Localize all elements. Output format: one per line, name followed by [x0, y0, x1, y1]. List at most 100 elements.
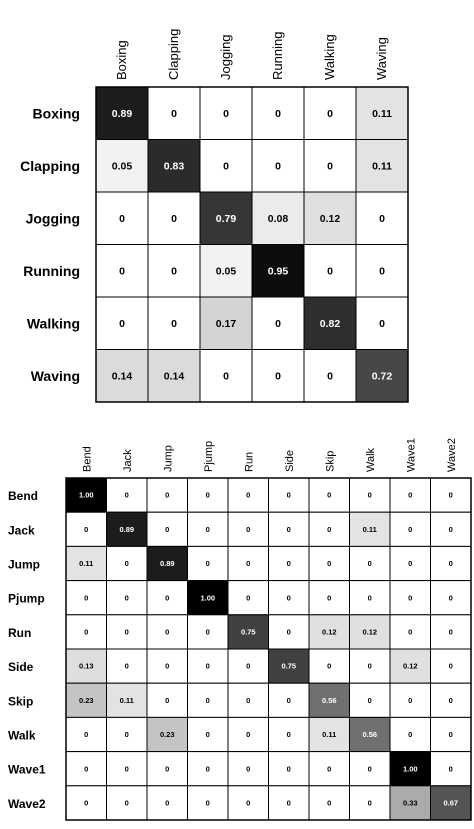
row-label-skip: Skip [8, 694, 33, 708]
row-label-jack: Jack [8, 523, 35, 537]
heatmap-cell [349, 545, 391, 582]
cell-value: 0.13 [79, 662, 94, 671]
cell-value: 0 [206, 559, 210, 568]
cell-value: 0 [287, 696, 291, 705]
cell-value: 0.23 [79, 696, 94, 705]
cell-value: 0 [206, 799, 210, 808]
cell-value: 0 [165, 764, 169, 773]
col-label-jack: Jack [122, 449, 134, 472]
cell-value: 0.17 [216, 318, 237, 330]
cell-value: 0.23 [160, 730, 175, 739]
cell-value: 0 [327, 559, 331, 568]
heatmap-cell [251, 296, 305, 350]
heatmap-cell [349, 751, 391, 787]
cell-value: 0.12 [320, 213, 341, 225]
cell-value: 0.05 [112, 160, 133, 172]
cell-value: 0 [368, 662, 372, 671]
cell-value: 0.33 [403, 799, 418, 808]
cell-value: 0 [125, 764, 129, 773]
col-label-skip: Skip [324, 451, 336, 472]
row-label-pjump: Pjump [8, 592, 45, 606]
cell-value: 0.11 [372, 108, 392, 120]
cell-value: 0 [368, 593, 372, 602]
heatmap-cell [268, 682, 310, 718]
heatmap-cell [95, 296, 149, 350]
cell-value: 0 [125, 730, 129, 739]
heatmap-cell [308, 785, 350, 821]
cell-value: 0 [408, 559, 412, 568]
heatmap-cell [430, 545, 472, 582]
heatmap-cell [147, 191, 201, 245]
cell-value: 0.11 [79, 559, 93, 568]
row-label-walk: Walk [8, 729, 36, 743]
cell-value: 0 [84, 525, 88, 534]
cell-value: 0 [368, 491, 372, 500]
cell-value: 0.05 [216, 265, 237, 277]
cell-value: 0 [379, 318, 385, 330]
col-label-clapping: Clapping [166, 29, 181, 80]
cell-value: 0 [125, 662, 129, 671]
heatmap-cell [65, 682, 107, 718]
col-label-jump: Jump [162, 445, 174, 472]
col-label-boxing: Boxing [114, 40, 129, 80]
cell-value: 0 [246, 525, 250, 534]
cell-value: 0.11 [363, 525, 377, 534]
heatmap-cell [187, 751, 229, 787]
cell-value: 0 [125, 559, 129, 568]
heatmap-cell [199, 244, 253, 298]
cell-value: 0 [327, 662, 331, 671]
heatmap-cell [65, 580, 107, 616]
cell-value: 0 [287, 764, 291, 773]
heatmap-cell [308, 682, 350, 718]
cell-value: 0 [379, 265, 385, 277]
heatmap-cell [308, 511, 350, 547]
cell-value: 0 [165, 696, 169, 705]
heatmap-cell [146, 751, 188, 787]
cell-value: 0 [449, 525, 453, 534]
col-label-bend: Bend [81, 446, 93, 472]
row-label-run: Run [8, 626, 31, 640]
heatmap-cell [349, 580, 391, 616]
heatmap-cell [106, 614, 148, 650]
col-label-running: Running [270, 32, 285, 80]
cell-value: 0 [408, 525, 412, 534]
cell-value: 0.95 [268, 265, 289, 277]
row-label-jogging: Jogging [26, 210, 80, 226]
cell-value: 0.67 [443, 799, 458, 808]
col-label-jogging: Jogging [218, 34, 233, 80]
cell-value: 0 [327, 491, 331, 500]
heatmap-cell [106, 545, 148, 582]
cell-value: 1.00 [200, 593, 215, 602]
heatmap-cell [349, 477, 391, 513]
heatmap-cell [355, 86, 409, 140]
weizmann-confusion-matrix: Bend Jack Jump Pjump Run Side Skip Walk Wave1 Wav… [8, 438, 472, 821]
heatmap-cell [65, 545, 107, 582]
cell-value: 0 [275, 160, 281, 172]
col-label-wave1: Wave1 [405, 438, 417, 472]
heatmap-cell [65, 648, 107, 684]
heatmap-cell [227, 477, 269, 513]
heatmap-cell [106, 580, 148, 616]
cell-value: 0 [287, 559, 291, 568]
cell-value: 0 [84, 593, 88, 602]
row-label-boxing: Boxing [33, 105, 80, 121]
cell-value: 0 [449, 593, 453, 602]
cell-value: 0.75 [241, 628, 256, 637]
cell-value: 0.56 [362, 730, 377, 739]
cell-value: 0.75 [281, 662, 296, 671]
heatmap-cell [95, 244, 149, 298]
heatmap-cell [65, 614, 107, 650]
heatmap-cell [349, 716, 391, 753]
cell-value: 0.14 [164, 370, 185, 382]
cell-value: 0 [275, 370, 281, 382]
cell-value: 0 [408, 730, 412, 739]
cell-value: 0 [408, 491, 412, 500]
cell-value: 0 [246, 696, 250, 705]
heatmap-cell [303, 244, 357, 298]
row-label-running: Running [23, 263, 80, 279]
heatmap-cell [146, 682, 188, 718]
cell-value: 0.89 [112, 108, 133, 120]
cell-value: 0 [125, 593, 129, 602]
cell-value: 0 [287, 628, 291, 637]
cell-value: 0 [165, 525, 169, 534]
